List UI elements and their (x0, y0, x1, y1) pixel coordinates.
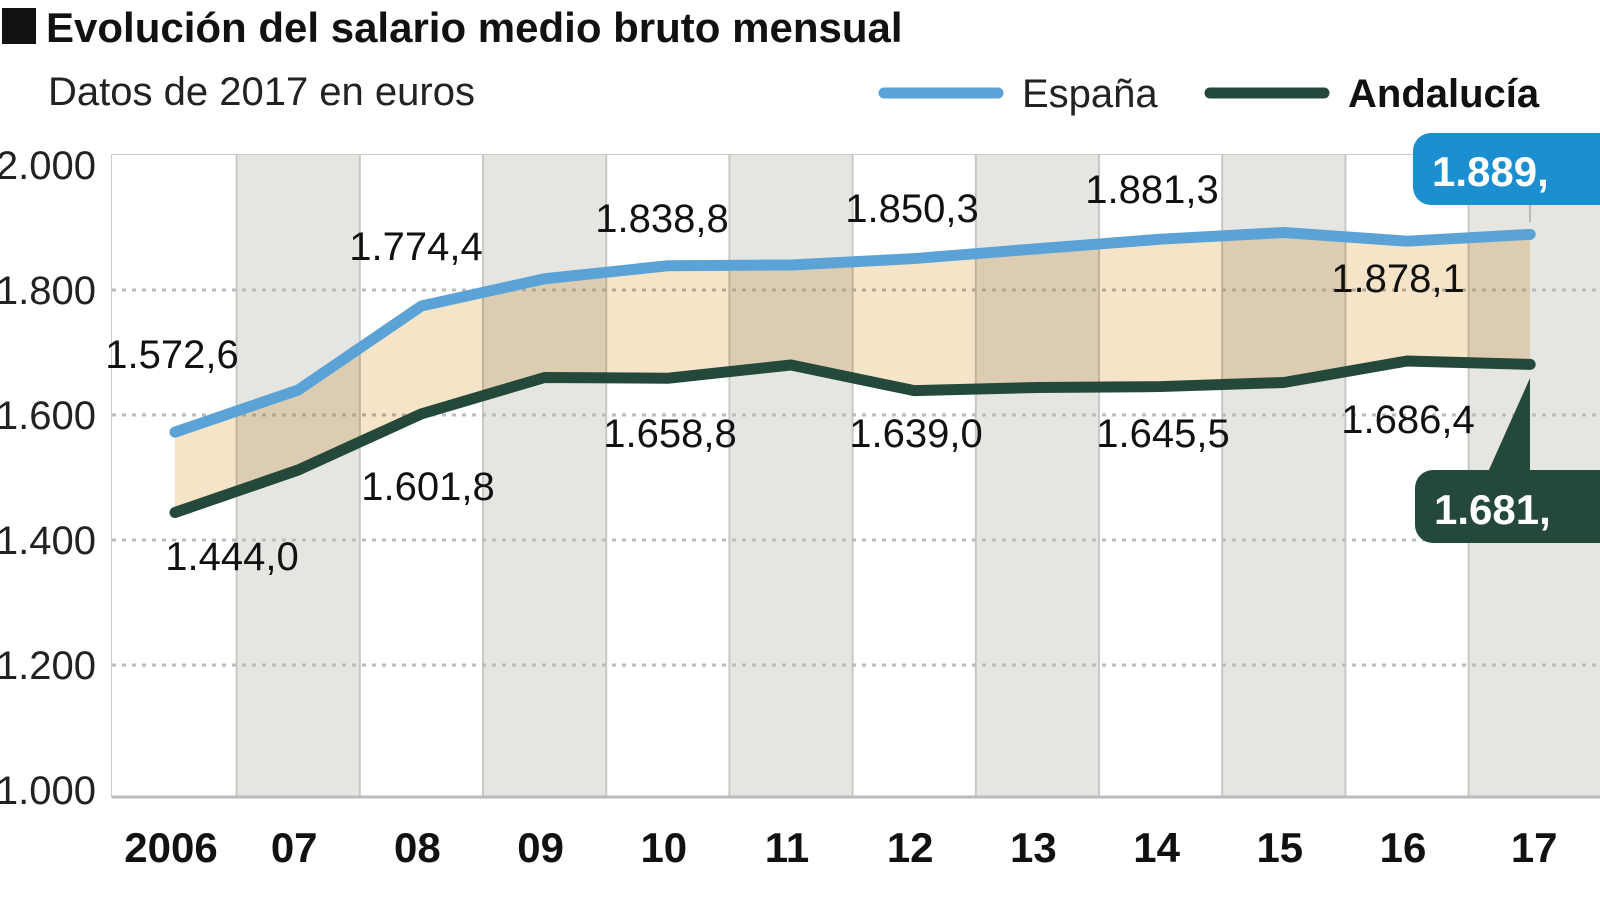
y-tick-label: 1.200 (0, 644, 96, 688)
x-tick-label: 14 (1133, 824, 1180, 871)
andalucia-badge-pointer (1488, 378, 1530, 472)
year-column (606, 155, 730, 797)
legend-label-andalucia: Andalucía (1348, 72, 1540, 116)
x-tick-label: 15 (1256, 824, 1303, 871)
y-tick-label: 1.600 (0, 394, 96, 438)
y-tick-label: 1.800 (0, 269, 96, 313)
espana-badge (1413, 133, 1600, 205)
data-label: 1.639,0 (849, 412, 982, 456)
x-tick-label: 17 (1511, 824, 1558, 871)
x-tick-label: 07 (271, 824, 318, 871)
x-tick-label: 08 (394, 824, 441, 871)
data-label: 1.774,4 (349, 225, 482, 269)
x-tick-label: 09 (517, 824, 564, 871)
chart-subtitle: Datos de 2017 en euros (48, 70, 475, 114)
data-label: 1.850,3 (845, 187, 978, 231)
year-column (729, 155, 853, 797)
x-tick-label: 11 (765, 824, 809, 871)
x-tick-label: 16 (1380, 824, 1427, 871)
x-tick-label: 12 (887, 824, 934, 871)
chart-title: Evolución del salario medio bruto mensua… (46, 4, 903, 51)
x-tick-label: 2006 (124, 824, 217, 871)
y-tick-label: 1.000 (0, 769, 96, 813)
data-label: 1.686,4 (1341, 398, 1474, 442)
data-label: 1.881,3 (1085, 168, 1218, 212)
x-tick-label: 13 (1010, 824, 1057, 871)
y-tick-label: 1.400 (0, 519, 96, 563)
data-label: 1.444,0 (165, 535, 298, 579)
year-column (359, 155, 483, 797)
data-label: 1.658,8 (603, 412, 736, 456)
espana-badge-value: 1.889, (1432, 148, 1549, 195)
data-label: 1.601,8 (361, 465, 494, 509)
andalucia-line (169, 355, 1536, 518)
title-square-icon (2, 8, 36, 44)
espana-line (169, 227, 1536, 438)
legend-label-espana: España (1022, 72, 1158, 116)
data-label: 1.838,8 (595, 197, 728, 241)
year-column (483, 155, 607, 797)
y-tick-label: 2.000 (0, 144, 96, 188)
data-label: 1.572,6 (105, 333, 238, 377)
andalucia-badge-value: 1.681, (1434, 486, 1551, 533)
data-label: 1.645,5 (1096, 412, 1229, 456)
andalucia-badge (1415, 470, 1600, 543)
x-tick-label: 10 (640, 824, 687, 871)
legend: España Andalucía (878, 72, 1540, 116)
data-label: 1.878,1 (1331, 257, 1464, 301)
